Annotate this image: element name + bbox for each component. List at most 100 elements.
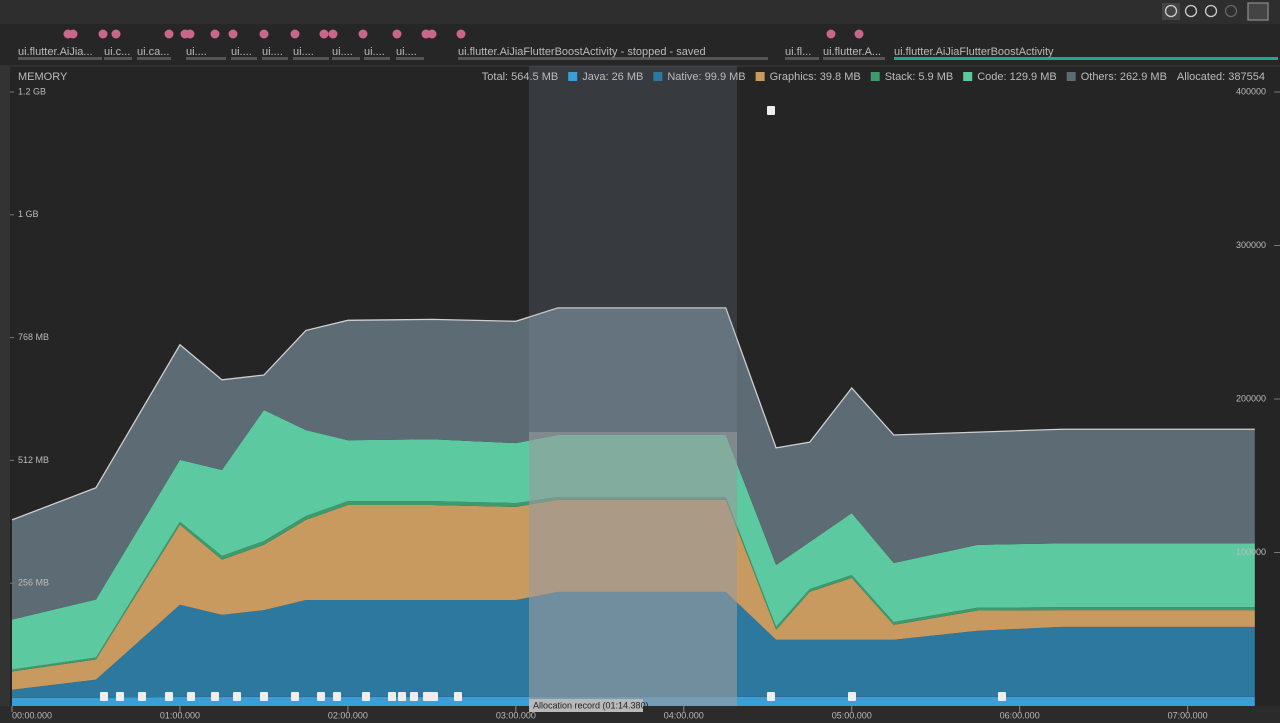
legend-label: Code: 129.9 MB (977, 71, 1057, 83)
pause[interactable] (1247, 2, 1269, 21)
legend-label: Graphics: 39.8 MB (770, 71, 861, 83)
zoom-out[interactable] (1164, 4, 1178, 18)
y-tick-label: 1.2 GB (18, 86, 46, 96)
gc-icon (291, 692, 299, 701)
legend-label: Allocated: 387554 (1177, 71, 1265, 83)
event-dot (392, 29, 402, 39)
gc-icon (410, 692, 418, 701)
gc-icon (260, 692, 268, 701)
activity-bar (332, 57, 360, 60)
event-dot (319, 29, 329, 39)
gc-icon (362, 692, 370, 701)
selection-label: Allocation record (01:14.380) (533, 700, 649, 710)
activity-bar (894, 57, 1278, 60)
gc-icon (848, 692, 856, 701)
gc-icon (333, 692, 341, 701)
legend-swatch (755, 72, 765, 81)
gc-icon (233, 692, 241, 701)
total-line (11, 307, 1255, 521)
gc-icon (430, 692, 438, 701)
event-dot (358, 29, 368, 39)
activity-bar (396, 57, 424, 60)
gc-icon (138, 692, 146, 701)
selection-label-bg (529, 699, 643, 712)
activity-label: ui.... (396, 46, 417, 58)
legend-swatch (963, 72, 973, 81)
event-dot (456, 29, 466, 39)
legend-label: Native: 99.9 MB (667, 71, 745, 83)
gc-icon (423, 692, 431, 701)
reset-zoom[interactable] (1204, 4, 1218, 18)
activity-bar (458, 57, 768, 60)
toolbar-buttons (1162, 2, 1269, 21)
activity-label: ui.flutter.AiJiaFlutterBoostActivity (894, 46, 1054, 58)
activity-label: ui.c... (104, 46, 130, 58)
gc-icon (100, 692, 108, 701)
activity-bar (18, 57, 102, 60)
legend-swatch (653, 72, 663, 81)
activity-label: ui.flutter.A... (823, 46, 881, 58)
y2-tick-label: 300000 (1236, 240, 1266, 250)
gc-icon (398, 692, 406, 701)
activity-label: ui.... (231, 46, 252, 58)
x-tick-label: 07:00.000 (1168, 710, 1208, 720)
event-dot (164, 29, 174, 39)
activity-bar (823, 57, 885, 60)
event-dot (290, 29, 300, 39)
y2-tick-label: 200000 (1236, 393, 1266, 403)
activity-bar (262, 57, 288, 60)
activity-label: ui.fl... (785, 46, 811, 58)
event-dot (259, 29, 269, 39)
gc-icon (165, 692, 173, 701)
event-dot (854, 29, 864, 39)
event-dot (98, 29, 108, 39)
activity-bar (137, 57, 171, 60)
activity-label: ui.... (186, 46, 207, 58)
activity-label: ui.... (262, 46, 283, 58)
activity-bar (785, 57, 819, 60)
event-dot (826, 29, 836, 39)
gc-icon (211, 692, 219, 701)
jump-live (1224, 4, 1238, 18)
gc-icon (388, 692, 396, 701)
x-tick-label: 01:00.000 (160, 710, 200, 720)
y-tick-label: 768 MB (18, 332, 49, 342)
legend-swatch (568, 72, 578, 81)
gc-icon (767, 692, 775, 701)
activity-bar (104, 57, 132, 60)
gc-icon (998, 692, 1006, 701)
y2-tick-label: 400000 (1236, 86, 1266, 96)
y-tick-label: 256 MB (18, 578, 49, 588)
legend-label: Java: 26 MB (582, 71, 643, 83)
area-4 (12, 410, 1255, 670)
event-dot (111, 29, 121, 39)
legend-label: Total: 564.5 MB (482, 71, 558, 83)
event-dot (228, 29, 238, 39)
selection-overlay-lower (529, 432, 737, 706)
legend-swatch (870, 72, 880, 81)
y-tick-label: 512 MB (18, 455, 49, 465)
y2-tick-label: 100000 (1236, 547, 1266, 557)
event-dot (427, 29, 437, 39)
x-tick-label: 06:00.000 (1000, 710, 1040, 720)
area-5 (12, 307, 1255, 620)
legend-swatch (1066, 72, 1076, 81)
event-dot (68, 29, 78, 39)
x-tick-label: 02:00.000 (328, 710, 368, 720)
x-tick-label: 00:00.000 (12, 710, 52, 720)
zoom-in[interactable] (1184, 4, 1198, 18)
gc-icon (454, 692, 462, 701)
memory-title: MEMORY (18, 71, 68, 83)
activity-bar (231, 57, 257, 60)
activity-label: ui.flutter.AiJiaFlutterBoostActivity - s… (458, 46, 706, 58)
event-dot (210, 29, 220, 39)
x-tick-label: 03:00.000 (496, 710, 536, 720)
left-gutter (0, 66, 10, 723)
activity-label: ui.ca... (137, 46, 169, 58)
gc-icon (767, 106, 775, 115)
event-dot (328, 29, 338, 39)
activity-label: ui.flutter.AiJia... (18, 46, 93, 58)
x-tick-label: 04:00.000 (664, 710, 704, 720)
activity-label: ui.... (364, 46, 385, 58)
